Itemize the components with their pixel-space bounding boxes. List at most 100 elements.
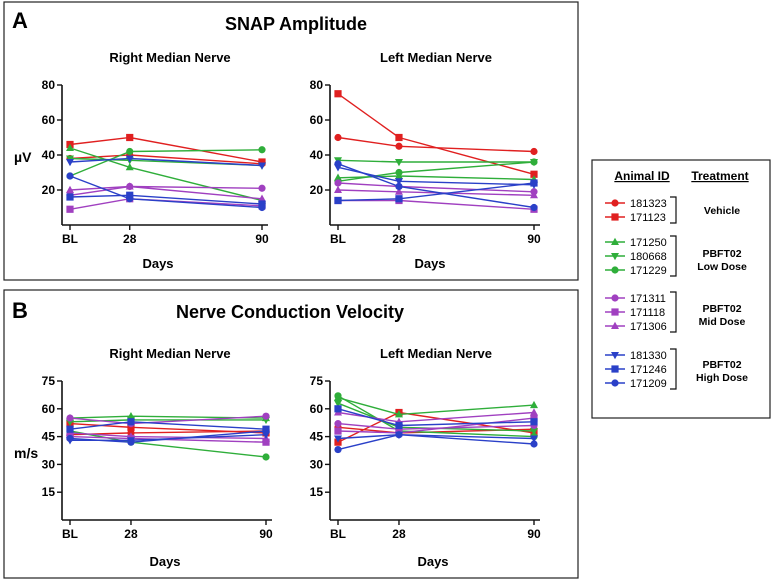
legend-marker-171306 — [611, 321, 619, 329]
legend-label-171250: 171250 — [630, 237, 667, 249]
panel-b-letter: B — [12, 298, 28, 323]
chart-a-right-subtitle: Right Median Nerve — [109, 50, 230, 65]
panel-b-ylabel: m/s — [14, 445, 38, 461]
x-tick-label: 90 — [527, 527, 541, 541]
series-line-171118 — [338, 199, 535, 210]
panel-a-frame — [3, 1, 579, 281]
y-tick-label: 20 — [42, 183, 56, 197]
legend-marker-171229 — [611, 266, 619, 274]
data-point-171209 — [395, 182, 403, 191]
y-tick-label: 60 — [310, 113, 324, 127]
x-tick-label: 28 — [123, 232, 137, 246]
data-point-171306 — [66, 185, 74, 193]
data-point-171118 — [334, 427, 342, 435]
data-point-171246 — [127, 418, 135, 426]
data-point-171123 — [334, 90, 342, 98]
y-tick-label: 60 — [42, 402, 56, 416]
data-point-181330 — [530, 435, 538, 443]
chart-ncv-left: 15 30 45 60 75 BL 28 90 — [310, 374, 541, 541]
x-tick-label: 28 — [392, 527, 406, 541]
data-point-171209 — [334, 160, 342, 168]
data-point-181323 — [395, 142, 403, 150]
data-point-181330 — [125, 155, 134, 163]
legend-group-vehicle: Vehicle — [704, 205, 740, 217]
data-point-171246 — [66, 425, 74, 433]
data-point-171229 — [262, 453, 270, 461]
chart-ncv-right: 15 30 45 60 75 BL 28 90 — [42, 374, 273, 541]
legend-entries: 181323 171123 171250 180668 171229 171311 1711… — [605, 196, 677, 390]
legend-marker-171250 — [611, 237, 619, 245]
data-point-171246 — [334, 196, 342, 205]
data-point-171311 — [262, 412, 270, 420]
data-point-171209 — [258, 203, 266, 212]
data-point-171250 — [125, 163, 134, 171]
x-tick-label: BL — [330, 527, 346, 541]
legend-marker-180668 — [611, 253, 619, 261]
data-point-171209 — [395, 431, 403, 439]
x-tick-label: 90 — [259, 527, 273, 541]
data-point-171306 — [530, 408, 538, 416]
series-line-171246 — [69, 421, 267, 430]
y-tick-label: 15 — [42, 485, 56, 499]
data-point-180668 — [394, 159, 403, 167]
legend-bracket-2 — [670, 291, 677, 333]
data-point-171123 — [127, 423, 135, 431]
data-point-171311 — [334, 179, 342, 187]
data-point-171118 — [66, 205, 74, 213]
chart-b-left-subtitle: Left Median Nerve — [380, 346, 492, 361]
legend-marker-171311 — [611, 294, 619, 302]
data-point-180668 — [334, 400, 342, 408]
data-point-171246 — [530, 179, 538, 187]
x-tick-label: 28 — [392, 232, 406, 246]
legend-label-171123: 171123 — [630, 212, 666, 224]
legend-label-171246: 171246 — [630, 364, 667, 376]
chart-b-right-xlabel: Days — [149, 554, 180, 569]
y-tick-label: 45 — [310, 430, 324, 444]
legend-treatment-header: Treatment — [691, 169, 748, 183]
y-tick-label: 45 — [42, 430, 56, 444]
legend-bracket-3 — [670, 348, 677, 390]
legend-label-180668: 180668 — [630, 251, 667, 263]
x-tick-label: BL — [62, 527, 78, 541]
y-tick-label: 60 — [310, 402, 324, 416]
data-point-171123 — [395, 133, 403, 142]
data-point-180668 — [530, 428, 538, 436]
legend-group-high-line2: High Dose — [696, 372, 748, 384]
data-point-171229 — [530, 158, 538, 166]
panel-a-ylabel: µV — [14, 149, 32, 165]
data-point-171123 — [258, 158, 266, 166]
data-point-181330 — [394, 178, 403, 186]
chart-b-left-xlabel: Days — [417, 554, 448, 569]
data-point-171250 — [66, 143, 74, 151]
legend-marker-181330 — [611, 352, 619, 360]
chart-b-right-subtitle: Right Median Nerve — [109, 346, 230, 361]
series-line-180668 — [337, 159, 534, 163]
data-point-171306 — [394, 187, 403, 195]
data-point-171246 — [395, 195, 403, 203]
data-point-171209 — [66, 434, 74, 443]
data-point-181323 — [530, 147, 538, 156]
data-point-171123 — [530, 170, 538, 178]
y-tick-label: 75 — [310, 374, 324, 388]
data-point-171246 — [334, 405, 342, 413]
legend-label-181330: 181330 — [630, 350, 667, 362]
data-point-181330 — [334, 435, 342, 443]
data-point-171123 — [126, 133, 134, 142]
y-tick-label: 60 — [42, 113, 56, 127]
y-tick-label: 80 — [310, 78, 324, 92]
series-line-171250 — [69, 147, 263, 202]
legend-bracket-0 — [670, 196, 677, 224]
data-point-171246 — [530, 418, 538, 426]
data-point-171209 — [66, 172, 74, 180]
panel-a-title: SNAP Amplitude — [225, 14, 367, 34]
data-point-171306 — [258, 194, 266, 202]
legend-group-low-line2: Low Dose — [697, 261, 747, 273]
data-point-171209 — [262, 427, 270, 435]
chart-snap-right: 20 40 60 80 BL 28 90 — [42, 78, 269, 246]
series-line-171250 — [337, 397, 535, 416]
legend-label-171311: 171311 — [630, 293, 666, 305]
data-point-171229 — [126, 147, 134, 156]
data-point-171209 — [530, 203, 538, 212]
data-point-171229 — [395, 168, 403, 177]
panel-a-letter: A — [12, 8, 28, 33]
